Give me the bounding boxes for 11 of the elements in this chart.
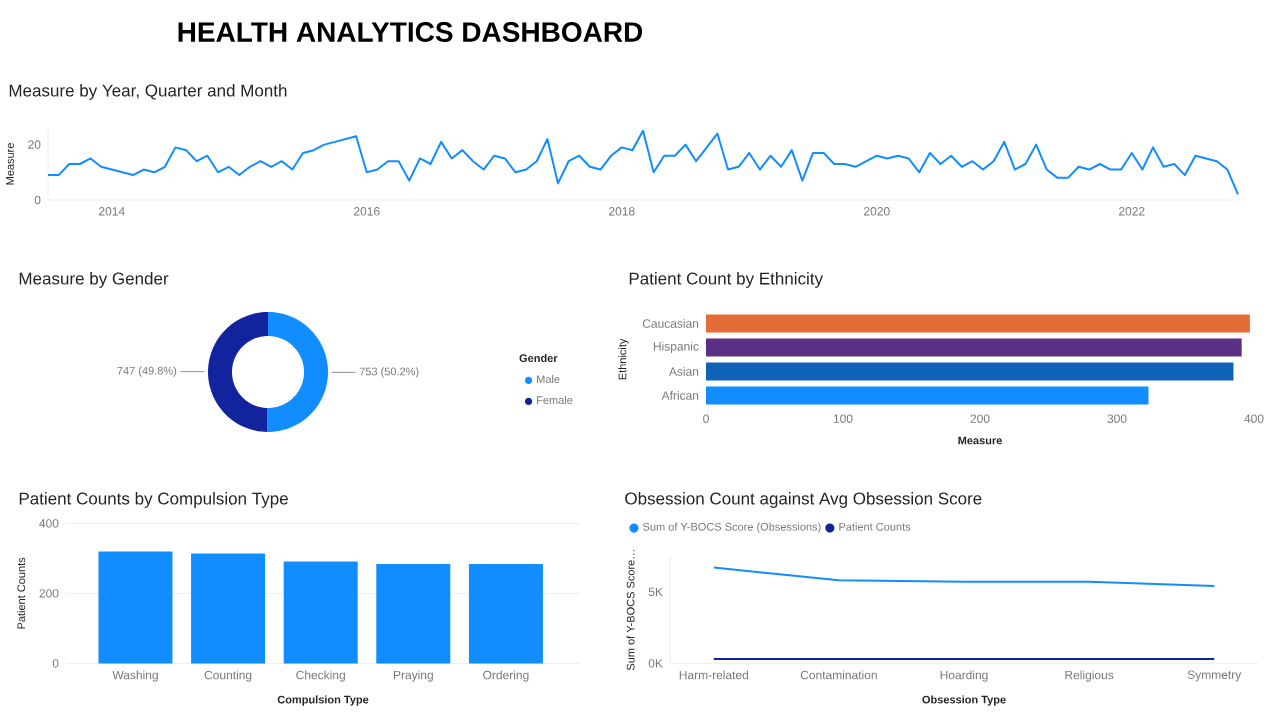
bar <box>706 362 1234 381</box>
bar <box>706 314 1250 333</box>
chart-title: Measure by Gender <box>19 272 169 288</box>
bar <box>706 386 1149 405</box>
chart-title: Patient Counts by Compulsion Type <box>19 492 288 508</box>
chart-title: Obsession Count against Avg Obsession Score <box>625 492 982 508</box>
text: HEALTH ANALYTICS DASHBOARD <box>178 22 643 42</box>
bar <box>706 338 1242 357</box>
chart-title: Patient Count by Ethnicity <box>629 272 824 288</box>
chart-title: Measure by Year, Quarter and Month <box>9 84 287 100</box>
line-series <box>712 566 1216 588</box>
